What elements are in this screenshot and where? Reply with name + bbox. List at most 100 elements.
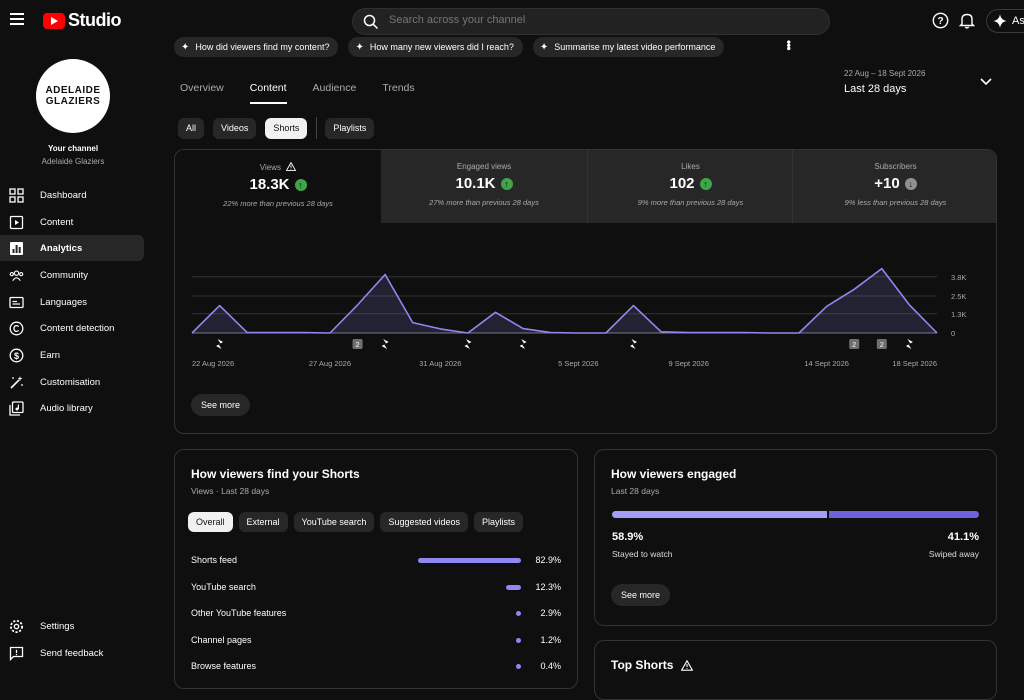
suggestion-chip[interactable]: ✦ Summarise my latest video performance [532, 37, 725, 57]
metric-tab-engaged-views[interactable]: Engaged views 10.1K ↑ 27% more than previ… [381, 150, 587, 223]
tab-trends[interactable]: Trends [382, 82, 415, 94]
metric-value: 10.1K [455, 175, 496, 192]
sidebar-item-content-detection[interactable]: Content detection [0, 315, 144, 341]
help-icon[interactable]: ? [932, 12, 949, 29]
sidebar-item-audio-library[interactable]: Audio library [0, 395, 144, 421]
chip-overall[interactable]: Overall [188, 512, 233, 532]
avatar-logo-line2: GLAZIERS [45, 96, 101, 107]
filter-all[interactable]: All [178, 117, 205, 139]
chevron-down-icon[interactable] [980, 77, 992, 87]
studio-logo[interactable]: Studio [43, 10, 122, 31]
search-bar[interactable] [352, 8, 830, 35]
audio-library-icon [9, 400, 24, 416]
sidebar-item-label: Send feedback [40, 647, 104, 659]
sparkle-icon: ✦ [181, 41, 190, 53]
source-percent: 82.9% [535, 555, 561, 565]
suggestion-text: Summarise my latest video performance [554, 42, 716, 52]
metric-tab-subscribers[interactable]: Subscribers +10 ↓ 9% less than previous 2… [792, 150, 996, 223]
tab-content[interactable]: Content [249, 82, 287, 104]
suggestion-chip[interactable]: ✦ How did viewers find my content? [174, 37, 339, 57]
warning-icon [285, 161, 297, 171]
filter-videos[interactable]: Videos [213, 117, 257, 139]
metric-tab-likes[interactable]: Likes 102 ↑ 9% more than previous 28 days [587, 150, 793, 223]
sidebar-item-customisation[interactable]: Customisation [0, 369, 144, 395]
metric-comparison: 9% more than previous 28 days [637, 198, 744, 207]
y-tick-label: 0 [951, 329, 955, 338]
sidebar-item-label: Content [40, 216, 74, 228]
metric-tab-views[interactable]: Views 18.3K ↑ 22% more than previous 28 d… [175, 150, 381, 223]
x-tick-label: 18 Sept 2026 [892, 359, 937, 368]
metric-value: 102 [669, 175, 695, 192]
x-tick-label: 9 Sept 2026 [668, 359, 708, 368]
sidebar-item-label: Community [40, 269, 89, 281]
copyright-icon [9, 321, 24, 336]
top-shorts-card: Top Shorts [594, 640, 997, 700]
card-title: How viewers engaged [611, 467, 737, 481]
content-icon [9, 215, 24, 230]
card-title: How viewers find your Shorts [191, 467, 360, 481]
search-input[interactable] [389, 14, 809, 26]
shorts-icon-shape [216, 339, 224, 349]
feedback-icon [9, 646, 24, 661]
publish-count-marker [876, 339, 887, 349]
engagement-see-more-button[interactable]: See more [611, 584, 671, 606]
sidebar-item-label: Analytics [40, 242, 83, 254]
date-range-picker[interactable]: 22 Aug – 18 Sept 2026 Last 28 days [844, 69, 925, 95]
date-range-dates: 22 Aug – 18 Sept 2026 [844, 69, 926, 78]
filter-shorts[interactable]: Shorts [265, 117, 308, 139]
sidebar-item-label: Content detection [40, 322, 115, 334]
chip-playlists[interactable]: Playlists [474, 512, 524, 532]
notifications-bell-icon[interactable] [959, 12, 975, 29]
sidebar-item-languages[interactable]: Languages [0, 289, 144, 315]
svg-text:?: ? [937, 16, 943, 27]
chip-external[interactable]: External [238, 512, 288, 532]
magic-wand-icon [9, 375, 24, 390]
sidebar-item-community[interactable]: Community [0, 262, 144, 288]
dashboard-icon [9, 187, 24, 203]
your-channel-label: Your channel [47, 144, 99, 153]
sidebar-item-label: Earn [40, 349, 61, 361]
sidebar-item-earn[interactable]: $ Earn [0, 342, 144, 368]
source-bar [418, 558, 521, 563]
metric-label: Engaged views [456, 162, 512, 171]
x-tick-label: 27 Aug 2026 [309, 359, 351, 368]
more-options-icon[interactable]: ••• [782, 40, 796, 50]
source-bar [516, 611, 521, 617]
ask-studio-button[interactable]: As [986, 9, 1024, 33]
shorts-icon [905, 339, 913, 349]
source-filter-chips: Overall External YouTube search Suggeste… [188, 512, 529, 532]
source-bar [516, 637, 521, 643]
suggestion-chip[interactable]: ✦ How many new viewers did I reach? [348, 37, 523, 57]
tab-audience[interactable]: Audience [312, 82, 357, 94]
community-icon [9, 268, 24, 283]
chip-youtube-search[interactable]: YouTube search [293, 512, 375, 532]
metric-label: Subscribers [874, 162, 917, 171]
source-bar [505, 584, 521, 590]
shorts-icon [629, 339, 637, 349]
shorts-icon [464, 339, 472, 349]
source-label: Channel pages [191, 634, 252, 645]
sparkle-icon: ✦ [539, 41, 549, 53]
sidebar-item-label: Dashboard [40, 189, 87, 201]
sidebar-item-label: Audio library [40, 402, 93, 414]
metrics-see-more-button[interactable]: See more [191, 394, 251, 416]
tab-overview[interactable]: Overview [180, 82, 224, 94]
suggestion-chips: ✦ How did viewers find my content? ✦ How m… [174, 37, 725, 57]
sidebar-item-analytics[interactable]: Analytics [0, 235, 144, 261]
channel-avatar[interactable]: ADELAIDE GLAZIERS [36, 59, 110, 133]
sidebar-item-send-feedback[interactable]: Send feedback [0, 640, 144, 666]
publish-count-marker [849, 339, 860, 349]
sidebar-item-dashboard[interactable]: Dashboard [0, 182, 144, 208]
ask-label: As [1012, 15, 1024, 27]
traffic-source-row: Other YouTube features 2.9% [191, 606, 561, 622]
sidebar-item-label: Settings [40, 620, 75, 632]
publish-count-label: 2 [880, 342, 884, 349]
filter-playlists[interactable]: Playlists [325, 117, 375, 139]
filter-divider [316, 117, 318, 139]
traffic-source-row: Shorts feed 82.9% [191, 553, 561, 569]
sidebar-item-content[interactable]: Content [0, 209, 144, 235]
trend-up-icon: ↑ [294, 178, 307, 191]
chip-suggested-videos[interactable]: Suggested videos [380, 512, 468, 532]
sidebar-item-settings[interactable]: Settings [0, 613, 144, 639]
menu-icon[interactable] [10, 13, 24, 25]
